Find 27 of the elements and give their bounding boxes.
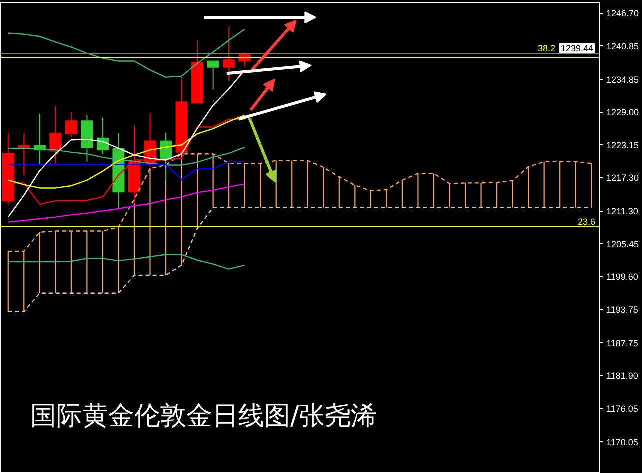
- line-series: [8, 114, 246, 189]
- line-series: [8, 254, 246, 270]
- y-tick-label: 1223.15: [606, 140, 640, 150]
- y-tick-label: 1199.60: [606, 272, 638, 282]
- candlestick: [207, 60, 220, 90]
- y-tick-label: 1205.45: [606, 239, 640, 250]
- annotation: 23.6: [578, 216, 596, 227]
- y-tick-label: 1193.75: [606, 304, 638, 315]
- y-tick-label: 1229.00: [606, 108, 640, 118]
- text: 国际黄金伦敦金日线图/张尧浠: [30, 402, 378, 432]
- candlestick: [50, 106, 62, 164]
- y-tick-label: 1176.05: [606, 404, 638, 414]
- annotation: 38.2: [538, 44, 556, 54]
- y-tick-label: 1217.30: [606, 173, 640, 184]
- line-series: [8, 161, 246, 180]
- y-tick-label: 1240.85: [606, 41, 640, 52]
- y-tick-label: 1211.30: [606, 206, 638, 217]
- candlestick: [65, 112, 78, 138]
- ref-line-label: 1239.44: [560, 44, 594, 54]
- y-tick-label: 1181.90: [606, 371, 638, 382]
- line-series: [8, 184, 246, 223]
- y-tick-label: 1234.85: [606, 74, 640, 85]
- y-tick-label: 1187.75: [606, 338, 638, 348]
- candlestick: [223, 26, 236, 82]
- line-series: [8, 28, 246, 78]
- y-tick-label: 1170.05: [606, 437, 638, 448]
- y-tick-label: 1246.70: [606, 8, 640, 19]
